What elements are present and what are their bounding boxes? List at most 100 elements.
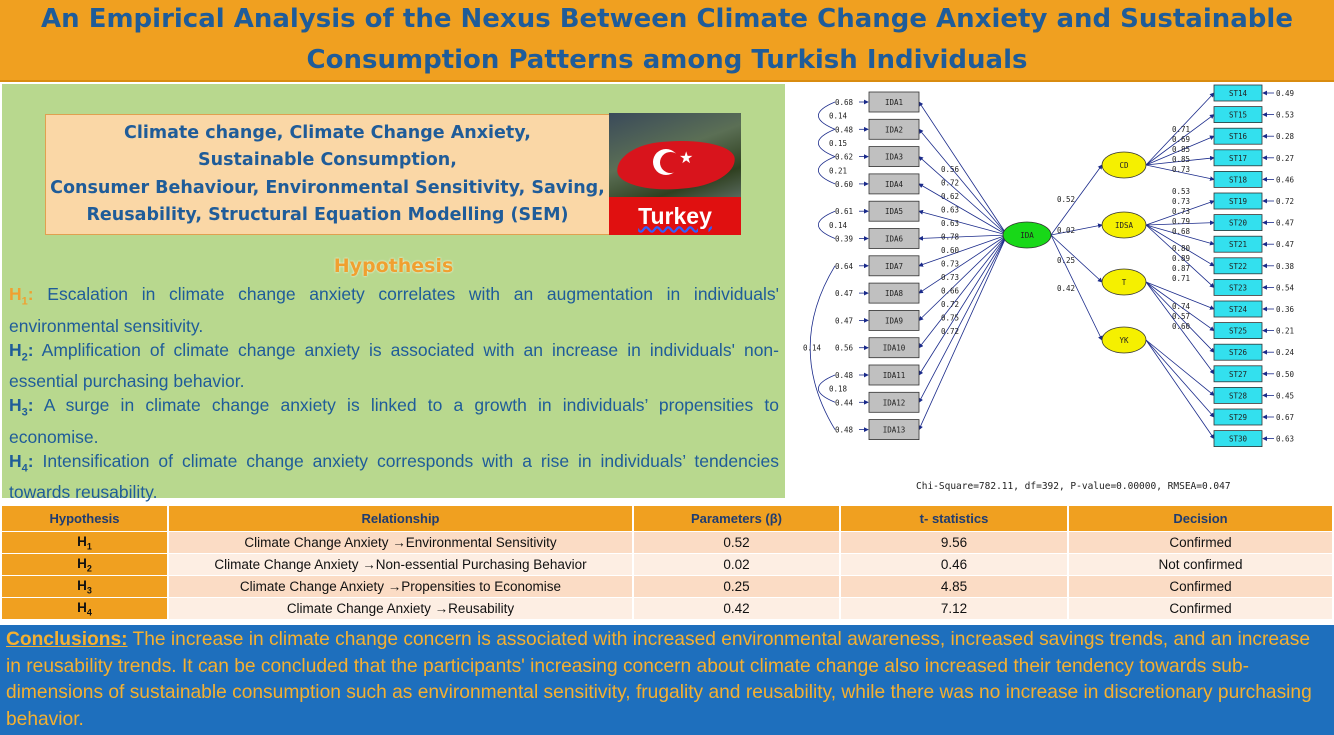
indicator-box	[868, 391, 920, 413]
hypothesis-item: H1: Escalation in climate change anxiety…	[9, 284, 779, 336]
structural-value: 0.52	[1057, 195, 1075, 204]
loading-path	[918, 101, 1008, 236]
indicator-box	[868, 118, 920, 140]
error-value: 0.68	[835, 98, 854, 107]
loading-value: 0.85	[1172, 155, 1190, 164]
structural-value: 0.42	[1057, 284, 1075, 293]
loading-value: 0.71	[1172, 125, 1190, 134]
loading-value: 0.75	[941, 314, 959, 323]
indicator-label: IDA1	[885, 98, 903, 107]
indicator-label: IDA2	[885, 125, 903, 134]
hypothesis-cell: H3	[2, 576, 167, 597]
indicator-label: ST30	[1229, 435, 1248, 444]
indicator-box	[868, 228, 920, 249]
loading-value: 0.62	[941, 192, 959, 201]
loading-path	[918, 234, 1008, 349]
loading-value: 0.73	[941, 273, 959, 282]
hypothesis-text: Amplification of climate change anxiety …	[9, 339, 779, 392]
indicator-box	[868, 173, 920, 195]
keyword-line: Consumer Behaviour, Environmental Sensit…	[50, 177, 605, 198]
loading-path	[1145, 164, 1215, 181]
indicator-box	[1213, 106, 1263, 124]
factor-label: T	[1122, 278, 1127, 287]
indicator-box	[1213, 149, 1263, 167]
beta-cell: 0.42	[634, 598, 839, 619]
loading-path	[918, 156, 1008, 236]
indicator-box	[1213, 171, 1263, 188]
indicator-label: ST15	[1229, 111, 1247, 120]
error-value: 0.49	[1276, 89, 1294, 98]
hypothesis-text: Escalation in climate change anxiety cor…	[9, 284, 779, 336]
loading-path	[918, 234, 1008, 241]
loading-value: 0.63	[941, 219, 959, 228]
loading-value: 0.85	[1172, 145, 1190, 154]
indicator-box	[868, 91, 920, 113]
error-value: 0.63	[1276, 435, 1294, 444]
loading-path	[918, 183, 1008, 236]
error-value: 0.67	[1276, 413, 1294, 422]
covariance-arc	[809, 265, 836, 430]
covariance-value: 0.14	[829, 112, 848, 121]
indicator-label: ST25	[1229, 327, 1247, 336]
indicator-box	[1213, 365, 1263, 383]
loading-path	[918, 234, 1008, 321]
indicator-label: ST16	[1229, 132, 1248, 141]
beta-cell: 0.25	[634, 576, 839, 597]
indicator-box	[1213, 300, 1263, 318]
loading-path	[1145, 155, 1215, 166]
loading-value: 0.79	[1172, 217, 1190, 226]
indicator-box	[868, 146, 920, 167]
indicator-label: ST21	[1229, 240, 1247, 249]
loading-path	[1145, 281, 1215, 332]
loading-value: 0.71	[1172, 274, 1190, 283]
col-header: t- statistics	[841, 506, 1067, 531]
t-stat-cell: 7.12	[841, 598, 1067, 619]
indicator-box	[1213, 214, 1263, 232]
indicator-box	[868, 282, 920, 304]
indicator-box	[868, 255, 920, 277]
loading-path	[1145, 339, 1215, 440]
loading-value: 0.73	[1172, 165, 1190, 174]
loading-value: 0.78	[941, 233, 960, 242]
indicator-label: IDA12	[883, 398, 906, 407]
indicator-box	[1213, 343, 1263, 361]
indicator-label: ST24	[1229, 305, 1248, 314]
hypothesis-cell: H2	[2, 554, 167, 575]
loading-value: 0.80	[1172, 244, 1191, 253]
indicator-label: ST27	[1229, 370, 1247, 379]
loading-value: 0.73	[1172, 197, 1190, 206]
structural-path	[1050, 223, 1103, 236]
error-value: 0.61	[835, 207, 853, 216]
error-value: 0.46	[1276, 175, 1295, 184]
loading-path	[918, 234, 1008, 294]
error-value: 0.64	[835, 262, 854, 271]
loading-path	[918, 234, 1008, 376]
indicator-label: ST23	[1229, 283, 1247, 292]
central-label: IDA	[1020, 231, 1034, 240]
indicator-label: ST26	[1229, 348, 1248, 357]
indicator-box	[1213, 257, 1263, 275]
table-row: H3 Climate Change Anxiety →Propensities …	[2, 576, 1332, 597]
indicator-box	[1213, 235, 1263, 253]
loading-value: 0.89	[1172, 254, 1190, 263]
indicator-label: IDA5	[885, 207, 903, 216]
col-header: Relationship	[169, 506, 632, 531]
loading-value: 0.60	[1172, 322, 1191, 331]
error-value: 0.27	[1276, 154, 1294, 163]
covariance-arc	[817, 101, 836, 130]
indicator-box	[1213, 127, 1263, 145]
beta-cell: 0.02	[634, 554, 839, 575]
hypothesis-cell: H1	[2, 532, 167, 553]
table-row: H4 Climate Change Anxiety →Reusability 0…	[2, 598, 1332, 619]
structural-value: 0.02	[1057, 226, 1075, 235]
loading-path	[1145, 339, 1215, 418]
loading-value: 0.69	[1172, 135, 1190, 144]
indicator-label: IDA11	[883, 371, 906, 380]
decision-cell: Confirmed	[1069, 598, 1332, 619]
relationship-cell: Climate Change Anxiety →Environmental Se…	[169, 532, 632, 553]
error-value: 0.53	[1276, 111, 1294, 120]
loading-value: 0.72	[941, 179, 959, 188]
beta-cell: 0.52	[634, 532, 839, 553]
sem-svg: IDA1 0.68 0.56 IDA2 0.48 0.72 IDA3 0.62 0.62 IDA4…	[803, 84, 1295, 448]
error-value: 0.47	[835, 289, 853, 298]
